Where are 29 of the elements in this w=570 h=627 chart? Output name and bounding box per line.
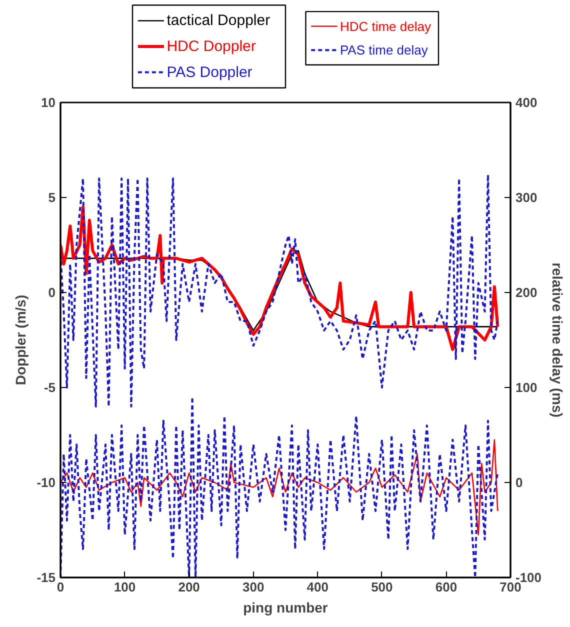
x-tick-label: 700 bbox=[500, 580, 522, 594]
x-tick-label: 600 bbox=[435, 580, 458, 594]
x-tick-label: 200 bbox=[178, 580, 200, 594]
x-tick-label: 100 bbox=[114, 580, 136, 594]
y2-tick-label: 200 bbox=[516, 285, 538, 300]
y2-tick-label: 0 bbox=[516, 475, 523, 490]
x-tick-label: 400 bbox=[306, 580, 328, 594]
x-tick-label: 300 bbox=[242, 580, 264, 594]
legend-label: PAS time delay bbox=[340, 42, 428, 58]
y-axis-title: Doppler (m/s) bbox=[12, 294, 29, 386]
y-tick-label: -15 bbox=[36, 570, 56, 585]
legend-label: HDC Doppler bbox=[166, 38, 256, 55]
y2-axis-title: relative time delay (ms) bbox=[550, 262, 566, 418]
x-axis-title: ping number bbox=[243, 600, 328, 616]
legend-label: tactical Doppler bbox=[166, 12, 270, 30]
legend-label: HDC time delay bbox=[340, 18, 432, 34]
legend-label: PAS Doppler bbox=[166, 64, 252, 81]
line-series bbox=[60, 439, 498, 536]
y-tick-label: 0 bbox=[48, 285, 56, 300]
y-tick-label: -10 bbox=[36, 475, 56, 490]
y2-tick-label: 100 bbox=[516, 380, 538, 395]
line-series bbox=[60, 174, 499, 408]
y-tick-label: -5 bbox=[44, 380, 56, 395]
y-tick-label: 5 bbox=[48, 190, 56, 205]
y2-tick-label: 400 bbox=[516, 95, 538, 110]
line-series bbox=[60, 396, 499, 578]
y-tick-label: 10 bbox=[41, 95, 56, 110]
x-tick-label: 500 bbox=[371, 580, 393, 594]
y2-tick-label: 300 bbox=[516, 190, 538, 205]
